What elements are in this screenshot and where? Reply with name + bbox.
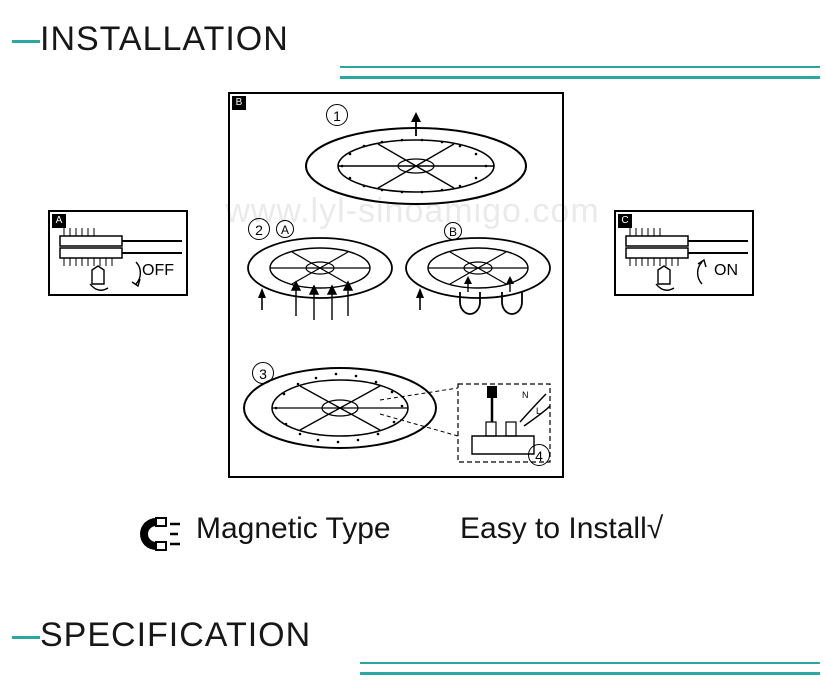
svg-text:N: N	[522, 390, 529, 400]
breaker-off-icon	[52, 214, 188, 296]
section-title-specification: SPECIFICATION	[40, 616, 319, 655]
step2-svg	[230, 212, 562, 344]
rule-right-thick-2	[360, 672, 820, 675]
label-on: ON	[714, 262, 738, 280]
rule-left	[12, 40, 40, 43]
feature-easy-text: Easy to Install	[460, 512, 647, 545]
installation-diagram: www.lyl-sinoamigo.com A	[0, 92, 825, 488]
rule-right-thick	[340, 76, 820, 79]
step1-svg	[230, 100, 562, 210]
magnet-icon	[122, 514, 182, 554]
feature-magnetic: Magnetic Type	[196, 512, 391, 546]
feature-row: Magnetic Type Easy to Install√	[0, 510, 825, 556]
section-header-installation: INSTALLATION	[0, 20, 825, 76]
rule-left-2	[12, 636, 40, 639]
breaker-on-icon	[618, 214, 754, 296]
side-box-on: C ON	[614, 210, 754, 296]
feature-easy: Easy to Install√	[460, 512, 663, 546]
side-box-off: A OFF	[48, 210, 188, 296]
section-title-installation: INSTALLATION	[40, 20, 297, 59]
label-off: OFF	[142, 262, 174, 280]
center-instruction-box: B 1 2 3 4 A B	[228, 92, 564, 478]
rule-right-thin-2	[360, 662, 820, 664]
svg-text:L: L	[536, 406, 541, 416]
rule-right-thin	[340, 66, 820, 68]
check-icon: √	[647, 512, 663, 545]
step3-svg: N L	[230, 344, 562, 480]
section-header-specification: SPECIFICATION	[0, 616, 825, 672]
